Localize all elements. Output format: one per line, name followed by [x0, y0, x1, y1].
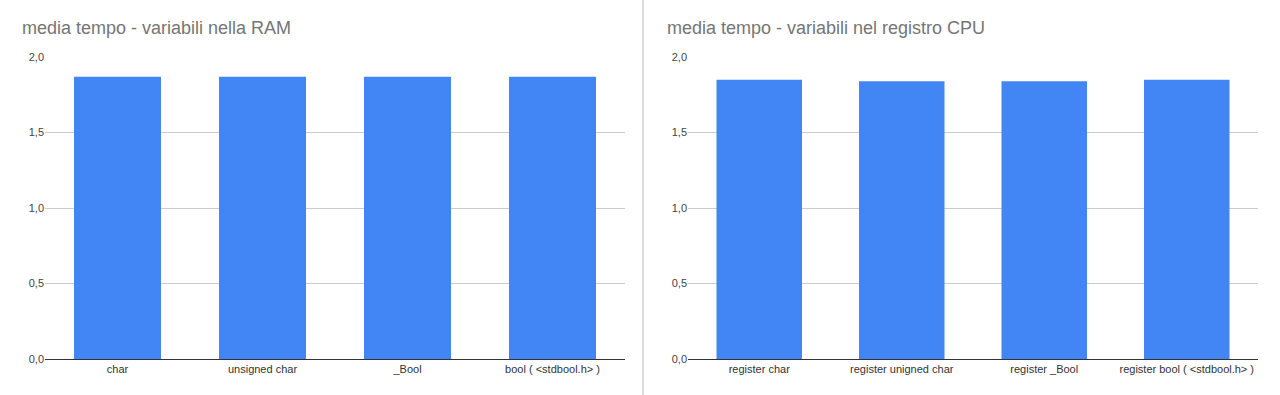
svg-text:1,5: 1,5	[29, 126, 44, 138]
svg-text:register bool ( <stdbool.h> ): register bool ( <stdbool.h> )	[1119, 363, 1254, 375]
svg-text:0,5: 0,5	[672, 277, 687, 289]
svg-text:1,5: 1,5	[672, 126, 687, 138]
svg-text:0,5: 0,5	[29, 277, 44, 289]
svg-text:2,0: 2,0	[29, 51, 44, 63]
svg-text:media tempo - variabili nel re: media tempo - variabili nel registro CPU	[667, 18, 985, 38]
svg-text:register unigned char: register unigned char	[850, 363, 954, 375]
svg-text:0,0: 0,0	[29, 353, 44, 365]
svg-text:register _Bool: register _Bool	[1010, 363, 1078, 375]
svg-text:unsigned char: unsigned char	[228, 363, 297, 375]
svg-text:bool ( <stdbool.h> ): bool ( <stdbool.h> )	[505, 363, 600, 375]
svg-text:0,0: 0,0	[672, 353, 687, 365]
svg-text:1,0: 1,0	[29, 202, 44, 214]
svg-text:register char: register char	[729, 363, 790, 375]
svg-text:2,0: 2,0	[672, 51, 687, 63]
svg-text:media tempo - variabili nella: media tempo - variabili nella RAM	[22, 18, 291, 38]
svg-text:1,0: 1,0	[672, 202, 687, 214]
svg-text:_Bool: _Bool	[392, 363, 421, 375]
svg-text:char: char	[107, 363, 129, 375]
